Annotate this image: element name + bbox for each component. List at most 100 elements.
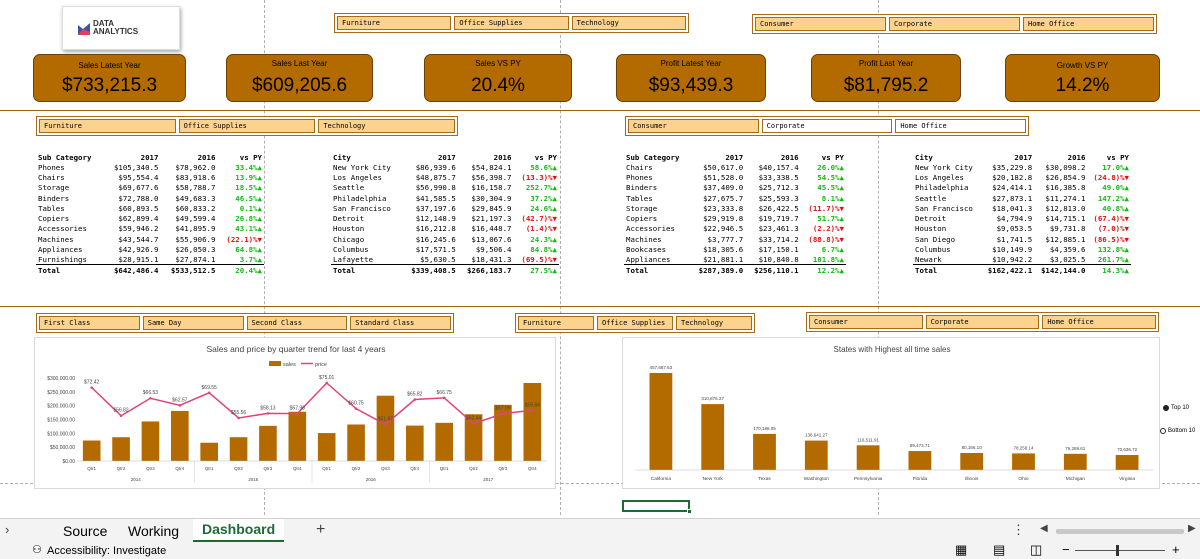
zoom-slider[interactable] <box>1075 550 1165 551</box>
table-cell: (1.4)%▼ <box>525 224 557 234</box>
y-tick-label: $100,000.00 <box>47 431 75 437</box>
table-cell: 132.8%▲ <box>1097 245 1129 255</box>
kpi-profit-last-year: Profit Last Year $81,795.2 <box>811 54 961 102</box>
slicer-item-standard-class[interactable]: Standard Class <box>350 316 451 330</box>
slicer-item-second-class[interactable]: Second Class <box>246 316 348 330</box>
fill-handle[interactable] <box>687 509 692 514</box>
slicer-item-consumer[interactable]: Consumer <box>755 17 886 31</box>
sheet-tab-bar: › Source Working Dashboard + ⋮ ◀ ▶ <box>0 518 1200 542</box>
zoom-in-button[interactable]: + <box>1172 542 1180 557</box>
page-break-icon[interactable]: ◫ <box>1030 542 1043 557</box>
table-row: Chicago $16,245.6 $13,067.6 24.3%▲ <box>331 234 559 244</box>
table-cell: Chairs <box>626 162 653 172</box>
normal-view-icon[interactable]: ▦ <box>955 542 968 557</box>
slicer-item-office-supplies[interactable]: Office Supplies <box>454 16 569 30</box>
profit-by-subcategory-table: Sub Category 2017 2016 vs PY Chairs $50,617.0… <box>624 152 846 276</box>
state-sales-bar <box>960 453 984 470</box>
slicer-item-corporate[interactable]: Corporate <box>889 17 1020 31</box>
price-data-label: $51.97 <box>378 416 394 422</box>
sheet-tab-dashboard[interactable]: Dashboard <box>193 519 285 542</box>
bar-data-label: 89,473.71 <box>910 443 931 448</box>
slicer-item-furniture[interactable]: Furniture <box>518 316 594 330</box>
kpi-value: 20.4% <box>471 75 525 96</box>
table-cell: $3,025.5 <box>1049 255 1086 265</box>
slicer-item-first-class[interactable]: First Class <box>39 316 140 330</box>
table-row: Lafayette $5,630.5 $18,431.3 (69.5)%▼ <box>331 255 559 265</box>
accessibility-status[interactable]: Accessibility: Investigate <box>47 545 167 557</box>
top-states-chart[interactable]: States with Highest all time sales 457,68… <box>622 337 1160 489</box>
table-cell: Seattle <box>333 183 365 193</box>
table-cell: $1,741.5 <box>996 234 1033 244</box>
kpi-sales-latest-year: Sales Latest Year $733,215.3 <box>33 54 186 102</box>
slicer-item-home-office[interactable]: Home Office <box>1023 17 1154 31</box>
slicer-item-office-supplies[interactable]: Office Supplies <box>597 316 673 330</box>
more-options-icon[interactable]: ⋮ <box>1012 522 1025 537</box>
scroll-tabs-right-icon[interactable]: › <box>5 522 10 537</box>
segment-slicer-mid: Consumer Corporate Home Office <box>625 116 1029 136</box>
table-cell: $18,305.6 <box>703 245 744 255</box>
price-data-label: $72.42 <box>84 380 100 386</box>
slicer-item-home-office[interactable]: Home Office <box>1042 315 1157 329</box>
table-cell: Total <box>624 264 690 276</box>
table-cell: 252.7%▲ <box>525 183 557 193</box>
sheet-tab-working[interactable]: Working <box>128 523 180 539</box>
slicer-item-technology[interactable]: Technology <box>571 16 686 30</box>
divider <box>0 110 1200 111</box>
table-cell: $162,422.1 <box>980 264 1035 276</box>
zoom-out-button[interactable]: − <box>1062 542 1070 557</box>
slicer-item-furniture[interactable]: Furniture <box>39 119 176 133</box>
table-cell: Chicago <box>333 234 365 244</box>
bottom-10-option[interactable]: Bottom 10 <box>1160 428 1195 434</box>
page-layout-icon[interactable]: ▤ <box>993 542 1006 557</box>
table-row: Detroit $4,794.9 $14,715.1 (67.4)%▼ <box>913 213 1131 223</box>
state-sales-bar <box>1115 455 1139 470</box>
column-header: City <box>333 152 351 162</box>
table-cell: 33.4%▲ <box>235 162 262 172</box>
slicer-item-consumer[interactable]: Consumer <box>809 315 923 329</box>
slicer-item-furniture[interactable]: Furniture <box>337 16 452 30</box>
kpi-sales-last-year: Sales Last Year $609,205.6 <box>226 54 373 102</box>
table-row: Tables $60,893.5 $60,833.2 0.1%▲ <box>36 203 264 213</box>
table-cell: 27.5%▲ <box>513 264 559 276</box>
slicer-item-same-day[interactable]: Same Day <box>142 316 244 330</box>
state-sales-bar <box>908 451 932 470</box>
x-tick-label: Qtr3 <box>381 466 390 471</box>
table-cell: $5,630.5 <box>420 255 456 265</box>
slicer-item-corporate[interactable]: Corporate <box>925 315 1040 329</box>
slicer-item-technology[interactable]: Technology <box>676 316 752 330</box>
x-tick-label: Qtr1 <box>87 466 96 471</box>
divider <box>0 306 1200 307</box>
table-cell: 37.2%▲ <box>530 193 557 203</box>
scroll-left-icon[interactable]: ◀ <box>1040 523 1048 534</box>
add-sheet-button[interactable]: + <box>316 521 326 538</box>
slicer-item-corporate[interactable]: Corporate <box>761 119 893 133</box>
slicer-item-office-supplies[interactable]: Office Supplies <box>178 119 316 133</box>
table-cell: $17,150.1 <box>758 245 799 255</box>
slicer-item-technology[interactable]: Technology <box>318 119 456 133</box>
selected-cell[interactable] <box>622 500 690 512</box>
top-10-option[interactable]: Top 10 <box>1163 405 1189 411</box>
column-header: vs PY <box>239 152 262 162</box>
table-cell: $16,212.8 <box>415 224 456 234</box>
column-header: 2016 <box>780 152 799 162</box>
table-cell: Tables <box>626 193 653 203</box>
kpi-value: $733,215.3 <box>61 75 158 96</box>
horizontal-scrollbar[interactable] <box>1056 529 1184 534</box>
kpi-label: Profit Latest Year <box>660 59 722 68</box>
table-cell: $49,683.3 <box>175 193 216 203</box>
table-cell: $16,158.7 <box>471 183 512 193</box>
table-cell: (67.4)%▼ <box>1093 214 1129 224</box>
table-cell: $14,715.1 <box>1045 214 1086 224</box>
zoom-slider-thumb[interactable] <box>1116 545 1119 556</box>
sheet-tab-source[interactable]: Source <box>63 523 108 539</box>
table-row: Houston $9,053.5 $9,731.8 (7.0)%▼ <box>913 224 1131 234</box>
table-cell: $42,926.9 <box>118 245 159 255</box>
price-data-label: $52.44 <box>466 416 482 422</box>
sales-price-trend-chart[interactable]: Sales and price by quarter trend for las… <box>34 337 556 489</box>
bottom-10-label: Bottom 10 <box>1168 428 1196 434</box>
price-data-label: $66.53 <box>143 390 159 396</box>
table-cell: 64.8%▲ <box>235 245 262 255</box>
scroll-right-icon[interactable]: ▶ <box>1188 523 1196 534</box>
slicer-item-consumer[interactable]: Consumer <box>628 119 759 133</box>
slicer-item-home-office[interactable]: Home Office <box>895 119 1027 133</box>
